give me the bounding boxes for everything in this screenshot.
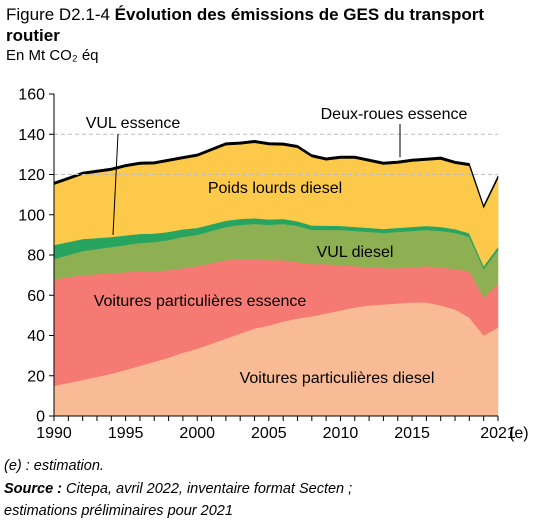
- stacked-area-chart: 0 20 40 60 80 100 120 140 160 1990 1995 2000 2005 201…: [18, 87, 528, 443]
- series-labels: Voitures particulières diesel Voitures pa…: [86, 106, 468, 387]
- source-note-continued: estimations préliminaires pour 2021: [4, 503, 233, 519]
- label-vul-essence: VUL essence: [86, 115, 181, 132]
- x-tick-label-2015: 2015: [394, 425, 430, 442]
- x-tick-label-2005: 2005: [251, 425, 287, 442]
- axes: 0 20 40 60 80 100 120 140 160 1990 1995 2000 2005 201…: [18, 87, 528, 443]
- y-tick-label-80: 80: [27, 248, 45, 265]
- y-tick-label-60: 60: [27, 288, 45, 305]
- y-tick-label-120: 120: [18, 167, 45, 184]
- x-tick-label-2010: 2010: [323, 425, 359, 442]
- y-tick-label-160: 160: [18, 87, 45, 104]
- label-voitures-particulieres-essence: Voitures particulières essence: [94, 293, 307, 310]
- y-tick-label-20: 20: [27, 368, 45, 385]
- x-tick-label-2021: 2021: [480, 425, 516, 442]
- leader-vul-essence: [112, 133, 119, 235]
- label-poids-lourds-diesel: Poids lourds diesel: [208, 180, 342, 197]
- label-deux-roues-essence: Deux-roues essence: [321, 106, 468, 123]
- figure-number: Figure D2.1-4: [6, 5, 115, 24]
- y-tick-label-140: 140: [18, 127, 45, 144]
- area-deux-roues-essence: [53, 139, 499, 209]
- figure-title: Évolution des émissions de GES du transp…: [6, 5, 485, 45]
- y-tick-label-100: 100: [18, 207, 45, 224]
- source-label: Source :: [4, 481, 63, 497]
- x-tick-label-1995: 1995: [108, 425, 144, 442]
- label-vul-diesel: VUL diesel: [317, 244, 394, 261]
- source-text: Citepa, avril 2022, inventaire format Se…: [62, 481, 353, 497]
- x-tick-label-2000: 2000: [179, 425, 215, 442]
- x-tick-label-1990: 1990: [36, 425, 72, 442]
- x-tick-suffix: (e): [509, 425, 529, 442]
- y-tick-label-40: 40: [27, 328, 45, 345]
- gridlines: [54, 133, 498, 175]
- label-voitures-particulieres-diesel: Voitures particulières diesel: [240, 370, 435, 387]
- series-areas: [53, 139, 499, 417]
- source-note: Source : Citepa, avril 2022, inventaire …: [4, 481, 352, 497]
- unit-label: En Mt CO₂ éq: [6, 47, 99, 64]
- y-tick-label-0: 0: [36, 409, 45, 426]
- chart-title: Figure D2.1-4 Évolution des émissions de…: [6, 4, 531, 46]
- estimation-note: (e) : estimation.: [4, 458, 104, 474]
